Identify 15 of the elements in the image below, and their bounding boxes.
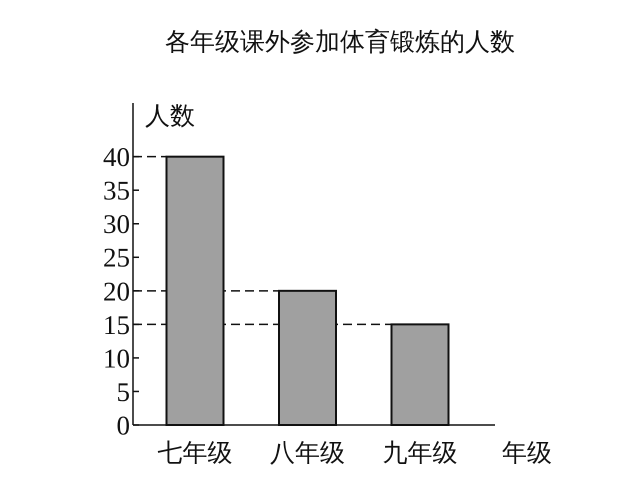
y-tick-label: 25 [103,242,130,273]
y-tick-label: 35 [103,176,130,206]
y-tick-label: 10 [103,343,130,374]
x-tick-label: 九年级 [382,438,458,467]
x-axis-title: 年级 [502,438,552,467]
y-axis-title: 人数 [145,101,195,130]
y-tick-label: 5 [116,376,130,407]
y-tick-label: 30 [103,209,130,240]
y-tick-label: 15 [103,310,130,340]
y-tick-label: 20 [103,276,130,306]
chart-title: 各年级课外参加体育锻炼的人数 [165,27,515,56]
x-tick-label: 八年级 [270,438,345,467]
y-tick-label: 40 [103,142,130,172]
x-tick-label: 七年级 [158,438,232,467]
y-tick-label: 0 [116,410,130,440]
